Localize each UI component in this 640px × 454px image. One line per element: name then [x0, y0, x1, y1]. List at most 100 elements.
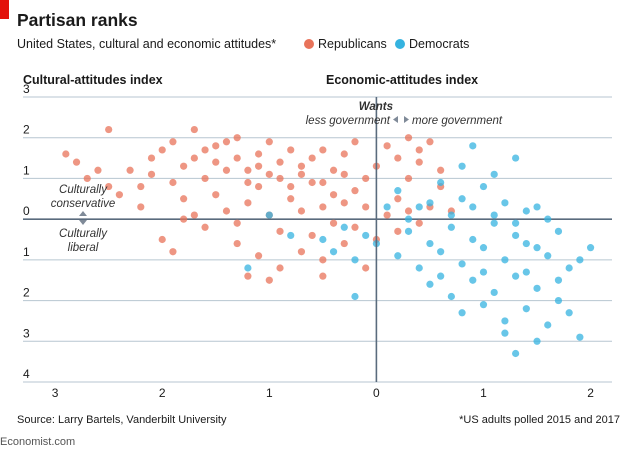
republican-point	[437, 166, 445, 174]
republican-point	[287, 182, 295, 191]
legend-item-democrats: Democrats	[395, 37, 469, 51]
y-tick-label: 3	[23, 82, 30, 96]
republican-point	[212, 142, 220, 150]
democrat-point	[340, 223, 348, 231]
annotation-more-government: more government	[412, 115, 503, 127]
x-tick-label: 2	[159, 386, 166, 400]
democrat-point	[458, 195, 466, 203]
brand-accent-bar	[0, 0, 9, 19]
republican-point	[351, 223, 359, 231]
republican-point	[180, 215, 188, 223]
democrat-point	[244, 264, 252, 272]
republican-point	[404, 207, 413, 215]
democrat-point	[501, 256, 509, 264]
republican-point	[233, 134, 241, 142]
republican-point	[276, 174, 284, 183]
republican-point	[201, 223, 209, 231]
democrat-point	[404, 227, 413, 235]
republican-point	[340, 150, 348, 158]
republican-point	[233, 239, 241, 248]
republican-point	[276, 264, 284, 272]
democrat-point	[404, 215, 413, 223]
republican-point	[169, 138, 177, 146]
republican-point	[255, 252, 263, 260]
democrat-point	[490, 219, 498, 227]
legend-label-republicans: Republicans	[318, 37, 387, 51]
legend-swatch-republicans	[304, 39, 314, 49]
republican-point	[362, 264, 370, 272]
republican-point	[137, 182, 145, 191]
democrat-point	[554, 276, 563, 284]
y-tick-label: 2	[23, 123, 30, 137]
y-tick-label: 2	[23, 286, 30, 300]
annotation-culturally-liberal-2: liberal	[68, 242, 99, 254]
democrat-point	[501, 329, 509, 337]
x-tick-label: 3	[52, 386, 59, 400]
democrat-point	[586, 244, 595, 252]
annotation-wants: Wants	[359, 101, 393, 113]
democrat-point	[458, 260, 466, 268]
axes: 3 2 1 0 1 2 3 4 3 2 1 0 1 2	[23, 82, 594, 400]
republican-point	[115, 191, 123, 199]
republican-point	[329, 219, 338, 227]
republican-point	[147, 154, 156, 162]
democrat-point	[319, 235, 327, 244]
x-tick-label: 1	[266, 386, 273, 400]
democrat-point	[426, 199, 434, 207]
y-tick-label: 4	[23, 367, 30, 381]
democrat-point	[576, 333, 584, 341]
democrat-point	[447, 223, 455, 231]
democrat-point	[522, 239, 530, 248]
republican-point	[308, 178, 316, 187]
republican-point	[287, 146, 295, 154]
republican-point	[158, 235, 166, 244]
x-axis-title: Economic-attitudes index	[326, 73, 478, 87]
republican-point	[276, 158, 284, 166]
republican-point	[319, 146, 327, 154]
republican-point	[255, 162, 263, 170]
chart-subtitle: United States, cultural and economic att…	[17, 37, 277, 51]
democrat-point	[522, 305, 530, 313]
republican-point	[222, 138, 231, 146]
gridlines	[23, 96, 612, 383]
x-tick-label: 1	[480, 386, 487, 400]
democrat-point	[426, 239, 434, 248]
republican-point	[244, 166, 252, 174]
source-note: Source: Larry Bartels, Vanderbilt Univer…	[17, 414, 227, 426]
democrat-point	[351, 256, 359, 264]
republican-point	[169, 178, 177, 187]
republican-point	[244, 178, 252, 187]
democrat-point	[522, 207, 530, 215]
republican-point	[190, 125, 198, 134]
democrat-point	[501, 199, 509, 207]
democrat-point	[512, 231, 520, 240]
republican-point	[362, 174, 370, 183]
democrat-point	[554, 296, 563, 305]
democrat-point	[329, 248, 338, 256]
annotation-culturally-conservative-1: Culturally	[59, 184, 108, 196]
democrat-point	[576, 256, 584, 264]
republican-point	[201, 174, 209, 183]
republican-point	[265, 276, 273, 284]
x-tick-label: 2	[587, 386, 594, 400]
republican-point	[415, 158, 423, 166]
democrat-point	[512, 219, 520, 227]
republican-point	[94, 166, 102, 174]
brand-label: Economist.com	[0, 436, 76, 448]
democrat-point	[544, 215, 552, 223]
republican-point	[105, 182, 113, 191]
democrat-point	[533, 244, 541, 252]
republican-point	[297, 170, 306, 178]
republican-point	[222, 166, 231, 174]
republican-point	[287, 195, 295, 203]
democrat-point	[512, 272, 520, 280]
democrat-point	[533, 284, 541, 292]
annotation-culturally-liberal-1: Culturally	[59, 228, 108, 240]
democrat-point	[479, 182, 488, 191]
democrat-point	[479, 244, 488, 252]
republican-point	[394, 154, 402, 162]
footnote: *US adults polled 2015 and 2017	[459, 414, 620, 426]
arrow-down-icon	[79, 220, 87, 225]
republican-point	[383, 211, 391, 219]
